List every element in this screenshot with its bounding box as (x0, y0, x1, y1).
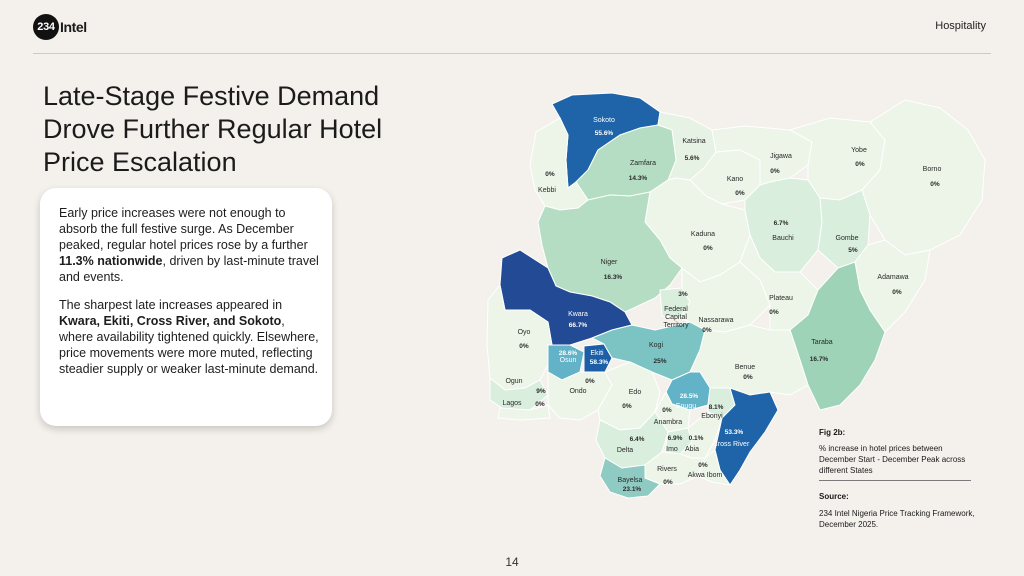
state-value-zamfara: 14.3% (629, 175, 648, 182)
summary-paragraph-1: Early price increases were not enough to… (59, 206, 319, 284)
state-label-lagos: Lagos (502, 400, 522, 407)
state-label-sokoto: Sokoto (593, 117, 615, 124)
state-value-enugu: 28.5% (680, 393, 699, 400)
brand-mark: 234 (33, 14, 59, 40)
state-value-anambra: 0% (662, 407, 672, 414)
state-value-ekiti: 58.3% (590, 359, 609, 366)
state-value-niger: 16.3% (604, 274, 623, 281)
state-value-jigawa: 0% (770, 168, 780, 175)
state-label-taraba: Taraba (811, 339, 833, 346)
state-label-benue: Benue (735, 364, 755, 371)
state-bayelsa (599, 457, 661, 499)
state-label-edo: Edo (629, 389, 642, 396)
state-label-bayelsa: Bayelsa (618, 477, 643, 484)
section-label: Hospitality (935, 20, 986, 32)
state-label-ondo: Ondo (569, 388, 586, 395)
state-label-niger: Niger (601, 259, 618, 266)
state-value-oyo: 0% (519, 343, 529, 350)
state-label-ekiti: Ekiti (590, 350, 604, 357)
brand-logo: 234 Intel (33, 14, 87, 40)
state-value-akwa-ibom: 0% (698, 462, 708, 469)
brand-name: Intel (60, 19, 87, 35)
state-label-katsina: Katsina (682, 138, 705, 145)
state-value-lagos: 0% (535, 401, 545, 408)
summary-paragraph-2: The sharpest late increases appeared in … (59, 298, 319, 376)
state-value-edo: 0% (622, 403, 632, 410)
state-value-cross-river: 53.3% (725, 429, 744, 436)
figure-caption: Fig 2b: % increase in hotel prices betwe… (819, 427, 979, 476)
state-label-kebbi: Kebbi (538, 187, 556, 194)
state-label-ogun: Ogun (505, 378, 522, 385)
state-label-imo: Imo (666, 446, 678, 453)
state-value-sokoto: 55.6% (595, 130, 614, 137)
state-label-abia: Abia (685, 446, 699, 453)
state-value-imo: 6.9% (668, 435, 683, 442)
state-label-bauchi: Bauchi (772, 235, 794, 242)
state-label-cross-river: Cross River (713, 441, 750, 448)
caption-divider (819, 480, 971, 481)
state-label-kogi: Kogi (649, 342, 663, 349)
state-value-nassarawa: 0% (702, 327, 712, 334)
state-ekiti (583, 343, 613, 373)
source-text: 234 Intel Nigeria Price Tracking Framewo… (819, 509, 975, 529)
state-value-adamawa: 0% (892, 289, 902, 296)
state-label-enugu: Enugu (676, 403, 696, 410)
source-note: Source: 234 Intel Nigeria Price Tracking… (819, 491, 979, 530)
state-value-gombe: 5% (848, 247, 858, 254)
state-label-akwa-ibom: Akwa Ibom (688, 472, 723, 479)
state-label-borno: Borno (923, 166, 942, 173)
state-label-jigawa: Jigawa (770, 153, 792, 160)
state-label-gombe: Gombe (836, 235, 859, 242)
state-label-plateau: Plateau (769, 295, 793, 302)
figure-label: Fig 2b: (819, 428, 846, 437)
figure-description: % increase in hotel prices between Decem… (819, 444, 966, 475)
state-value-kwara: 66.7% (569, 322, 588, 329)
state-label-zamfara: Zamfara (630, 160, 656, 167)
state-value-osun: 28.6% (559, 350, 578, 357)
state-value-katsina: 5.6% (685, 155, 700, 162)
state-label-kwara: Kwara (568, 311, 588, 318)
state-value-bauchi: 6.7% (774, 220, 789, 227)
summary-card: Early price increases were not enough to… (40, 188, 332, 426)
state-label-oyo: Oyo (518, 329, 531, 336)
state-value-plateau: 0% (769, 309, 779, 316)
page-title: Late-Stage Festive Demand Drove Further … (43, 81, 383, 177)
state-lagos (497, 404, 551, 421)
state-value-yobe: 0% (855, 161, 865, 168)
state-label-adamawa: Adamawa (877, 274, 908, 281)
state-value-ebonyi: 8.1% (709, 404, 724, 411)
state-value-borno: 0% (930, 181, 940, 188)
state-value-delta: 6.4% (630, 436, 645, 443)
state-label-yobe: Yobe (851, 147, 867, 154)
header-divider (33, 53, 991, 54)
state-value-federal-capital-territory: 3% (678, 291, 688, 298)
state-label-osun: Osun (560, 357, 577, 364)
state-label-federal-capital-territory: Federal Capital Territory (663, 306, 689, 329)
state-value-ogun: 9% (536, 388, 546, 395)
page-number: 14 (505, 555, 519, 569)
state-label-kaduna: Kaduna (691, 231, 715, 238)
state-label-kano: Kano (727, 176, 743, 183)
state-value-kogi: 25% (653, 358, 666, 365)
state-value-abia: 0.1% (689, 435, 704, 442)
state-value-taraba: 16.7% (810, 356, 829, 363)
state-akwa-ibom (697, 449, 732, 486)
state-borno (861, 99, 986, 256)
state-label-delta: Delta (617, 447, 633, 454)
state-value-kano: 0% (735, 190, 745, 197)
state-value-kebbi: 0% (545, 171, 555, 178)
state-label-anambra: Anambra (654, 419, 683, 426)
state-value-kaduna: 0% (703, 245, 713, 252)
state-label-nassarawa: Nassarawa (698, 317, 733, 324)
source-label: Source: (819, 492, 849, 501)
state-value-bayelsa: 23.1% (623, 486, 642, 493)
state-value-benue: 0% (743, 374, 753, 381)
state-value-ondo: 0% (585, 378, 595, 385)
state-value-rivers: 0% (663, 479, 673, 486)
state-bauchi (744, 177, 823, 273)
state-label-ebonyi: Ebonyi (701, 413, 723, 420)
state-label-rivers: Rivers (657, 466, 677, 473)
